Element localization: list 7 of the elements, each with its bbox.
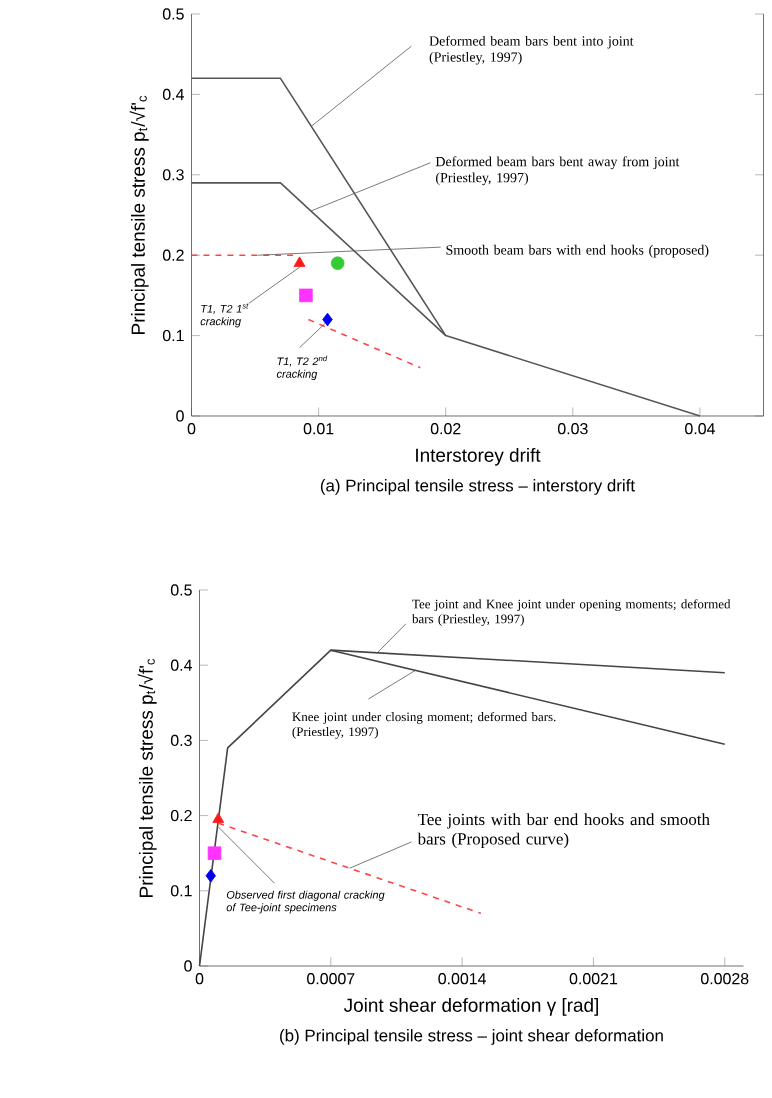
y-axis-title: Principal tensile stress p$_{t}$/√f'$_{c}$ bbox=[137, 658, 157, 897]
annotation: Tee joints with bar end hooks and smooth bars (Proposed curve) bbox=[417, 813, 711, 849]
x-axis-title: Interstorey drift bbox=[416, 448, 541, 466]
text: (b) Principal tensile stress – joint shear deformation bbox=[280, 1029, 664, 1045]
text: (a) Principal tensile stress – interstory drift bbox=[321, 479, 636, 495]
x-axis-title: Joint shear deformation γ [rad] bbox=[344, 998, 599, 1016]
y-axis-title: Principal tensile stress p$_{t}$/√f'$_{c}$ bbox=[129, 95, 149, 334]
